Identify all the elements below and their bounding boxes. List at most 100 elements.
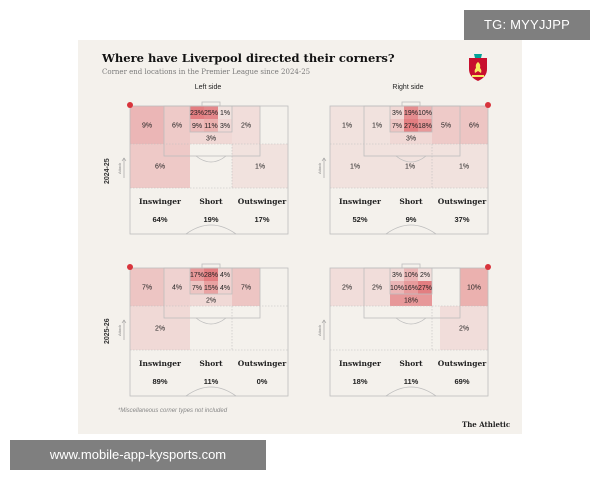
penalty-arc [395, 317, 427, 325]
zone-value-wide-far: 1% [342, 123, 352, 130]
heat-zone-box-edge [130, 306, 190, 350]
corner-flag-icon [127, 264, 133, 270]
corner-flag-icon [485, 264, 491, 270]
attack-arrow-icon [121, 157, 127, 178]
category-label-inswinger: Inswinger [139, 359, 182, 368]
brand-logo-text: The Athletic [462, 420, 511, 429]
heat-zone-wide-near [130, 268, 164, 306]
zone-value-six-mid-1: 9% [192, 123, 202, 130]
zone-value-six-top-1: 23% [190, 110, 204, 117]
zone-value-box-edge: 2% [155, 326, 165, 333]
heat-zone-six-mid-2 [404, 281, 418, 294]
heat-zone-farpost [364, 268, 390, 306]
heat-zone-central-outer [232, 268, 260, 306]
zone-value-wide-far: 2% [342, 285, 352, 292]
category-label-outswinger: Outswinger [238, 197, 287, 206]
goal [201, 263, 221, 269]
category-share-short: 9% [406, 215, 417, 224]
heat-zone-wide-far [330, 106, 364, 144]
heat-zone-deep-right [440, 144, 488, 188]
goal [401, 101, 421, 107]
penalty-arc [195, 155, 227, 163]
attack-label: Attack [317, 163, 322, 174]
zone-value-six-bottom: 3% [406, 136, 416, 143]
zone-value-central-outer: 2% [241, 123, 251, 130]
zone-value-six-top-3: 10% [418, 110, 432, 117]
heat-zone-six-top-3 [218, 106, 232, 119]
zone-value-deep-far: 1% [255, 164, 265, 171]
category-label-outswinger: Outswinger [438, 359, 487, 368]
zone-value-six-mid-3: 4% [220, 285, 230, 292]
heat-zone-six-bottom [190, 132, 232, 144]
zone-value-farpost: 1% [372, 123, 382, 130]
penalty-arc [395, 155, 427, 163]
heat-zone-deep-mid [380, 144, 440, 188]
season-label-2024-25: 2024-25 [104, 158, 111, 184]
centre-arc [185, 224, 237, 235]
zone-value-six-top-3: 4% [220, 272, 230, 279]
category-share-inswinger: 52% [352, 215, 367, 224]
category-label-short: Short [199, 197, 223, 206]
heat-zone-wide-near [130, 106, 164, 144]
zone-value-six-top-3: 1% [220, 110, 230, 117]
zone-value-six-mid-1: 10% [390, 285, 404, 292]
heat-zone-six-top-3 [418, 106, 432, 119]
zone-value-six-mid-3: 27% [418, 285, 432, 292]
zone-value-farpost: 2% [372, 285, 382, 292]
heat-zone-six-mid-2 [204, 119, 218, 132]
zone-value-wide-near: 7% [142, 285, 152, 292]
category-label-inswinger: Inswinger [339, 197, 382, 206]
zone-value-six-top-2: 25% [204, 110, 218, 117]
category-label-inswinger: Inswinger [139, 197, 182, 206]
heat-zone-six-mid-1 [390, 119, 404, 132]
heat-zone-six-bottom [390, 294, 432, 306]
zone-value-six-bottom: 3% [206, 136, 216, 143]
category-share-short: 11% [204, 377, 219, 386]
zone-value-six-mid-1: 7% [392, 123, 402, 130]
centre-arc [185, 386, 237, 397]
zone-value-six-mid-2: 16% [404, 285, 418, 292]
zone-value-deep-right: 2% [459, 326, 469, 333]
category-share-outswinger: 0% [257, 377, 268, 386]
zone-value-six-mid-2: 11% [204, 123, 218, 130]
category-label-short: Short [399, 197, 423, 206]
heat-zone-six-bottom [190, 294, 232, 306]
heat-zone-central-outer [232, 106, 260, 144]
zone-value-nearpost: 4% [172, 285, 182, 292]
goal [201, 101, 221, 107]
zone-value-wide-near-r: 6% [469, 123, 479, 130]
watermark-website: www.mobile-app-kysports.com [10, 440, 266, 470]
zone-value-six-top-2: 28% [204, 272, 218, 279]
zone-value-deep-left: 1% [350, 164, 360, 171]
heat-zone-six-mid-3 [418, 119, 432, 132]
heat-zone-nearpost [164, 106, 190, 144]
zone-value-nearpost-r: 5% [441, 123, 451, 130]
zone-value-nearpost: 6% [172, 123, 182, 130]
heat-zone-six-mid-2 [204, 281, 218, 294]
watermark-telegram: TG: MYYJJPP [464, 10, 590, 40]
heat-zone-six-mid-1 [390, 281, 404, 294]
category-share-inswinger: 18% [352, 377, 367, 386]
heat-zone-nearpost-r [432, 106, 460, 144]
category-share-inswinger: 89% [152, 377, 167, 386]
category-label-outswinger: Outswinger [438, 197, 487, 206]
zone-value-six-bottom: 18% [404, 298, 418, 305]
heat-zone-farpost [364, 106, 390, 144]
corner-flag-icon [127, 102, 133, 108]
heat-zone-six-top-2 [404, 106, 418, 119]
heat-zone-six-mid-3 [218, 281, 232, 294]
heat-zone-six-mid-3 [418, 281, 432, 294]
heat-zone-six-top-1 [190, 268, 204, 281]
zone-value-six-mid-3: 18% [418, 123, 432, 130]
zone-value-six-bottom: 2% [206, 298, 216, 305]
heat-zone-wide-near-r [460, 268, 488, 306]
footnote: *Miscellaneous corner types not included [118, 408, 228, 414]
centre-arc [385, 224, 437, 235]
heat-zone-wide-near-r [460, 106, 488, 144]
category-label-inswinger: Inswinger [339, 359, 382, 368]
zone-value-six-mid-3: 3% [220, 123, 230, 130]
zone-value-box-edge: 6% [155, 164, 165, 171]
